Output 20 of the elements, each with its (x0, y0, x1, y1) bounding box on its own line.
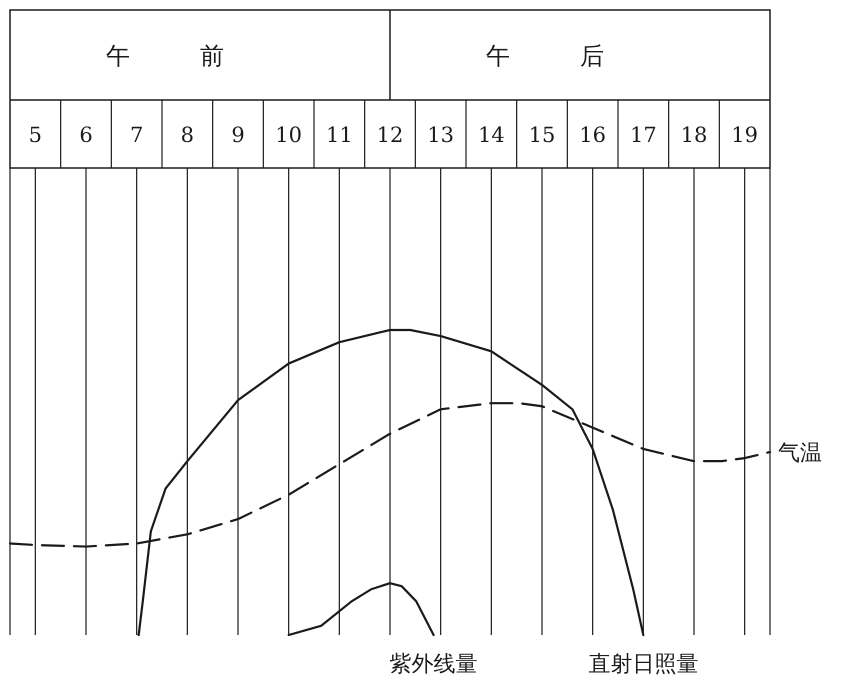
x-tick-label: 19 (731, 123, 758, 147)
x-tick-label: 14 (478, 123, 505, 147)
x-tick-label: 17 (630, 123, 657, 147)
x-tick-label: 6 (79, 123, 93, 147)
x-tick-label: 5 (28, 123, 42, 147)
series-label: 直射日照量 (588, 652, 698, 677)
x-tick-label: 10 (275, 123, 302, 147)
x-tick-label: 11 (326, 123, 353, 147)
annotation: 午后 (486, 42, 674, 70)
x-tick-label: 13 (427, 123, 454, 147)
x-tick-label: 9 (231, 123, 245, 147)
x-tick-label: 18 (680, 123, 708, 147)
x-tick-label: 15 (528, 123, 556, 147)
x-tick-label: 7 (130, 123, 144, 147)
series-label: 气温 (778, 441, 822, 466)
x-tick-label: 16 (579, 123, 606, 147)
x-tick-label: 8 (180, 123, 194, 147)
annotation: 午前 (106, 42, 294, 70)
x-tick-label: 12 (376, 123, 404, 147)
series-label: 紫外线量 (390, 652, 478, 677)
